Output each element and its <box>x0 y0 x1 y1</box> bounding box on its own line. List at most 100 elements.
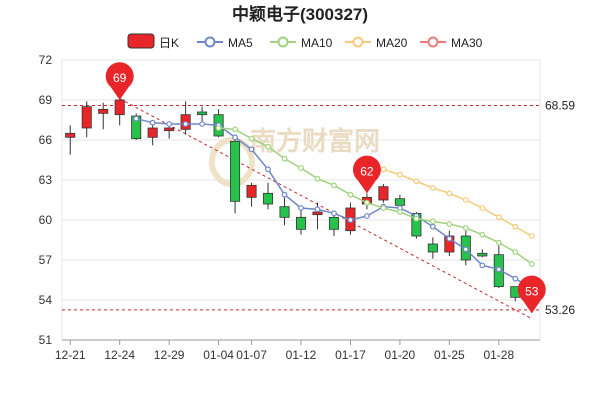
candle <box>493 244 504 288</box>
price-markers: 69 62 53 <box>105 62 546 314</box>
candle <box>279 194 290 226</box>
candle-body <box>328 216 339 230</box>
candle-body <box>81 106 92 129</box>
ma10-point <box>364 199 370 206</box>
x-tick-label: 12-21 <box>55 348 86 362</box>
ma5-point <box>133 115 140 122</box>
price-marker-pin <box>105 62 134 100</box>
candle <box>65 125 76 155</box>
ma10-point <box>314 175 321 182</box>
x-tick-label: 12-24 <box>104 348 135 362</box>
ma20-point <box>479 205 486 211</box>
ma10-point <box>232 126 238 133</box>
y-tick-label: 63 <box>39 173 53 187</box>
y-tick-label: 69 <box>39 93 53 107</box>
x-tick-label: 01-17 <box>335 348 366 362</box>
candle-body <box>147 127 158 138</box>
ma20-point <box>413 178 420 185</box>
y-tick-label: 72 <box>39 53 53 67</box>
ma10-point <box>331 182 337 189</box>
ma20-point <box>380 166 387 173</box>
ma10-series <box>215 125 535 267</box>
ma20-point <box>512 223 519 230</box>
candle <box>180 101 191 135</box>
candle <box>246 182 257 207</box>
ma20-point <box>429 185 436 191</box>
y-tick-label: 60 <box>39 213 53 227</box>
ma20-point <box>462 197 469 203</box>
chart-legend[interactable]: 日K MA5 MA10 MA20 MA30 <box>127 33 483 50</box>
ma5-point <box>479 262 486 269</box>
ma5-point <box>364 213 370 219</box>
legend-swatch-candle <box>127 33 155 49</box>
watermark: 南方财富网 <box>209 126 380 187</box>
candle <box>230 137 241 214</box>
price-marker-pin <box>352 155 381 194</box>
y-tick-label: 51 <box>39 333 53 347</box>
legend-swatch-dot <box>204 36 216 48</box>
ma10-point <box>281 155 288 162</box>
legend-item-ma5[interactable]: MA5 <box>197 36 253 50</box>
legend-item--k[interactable]: 日K <box>127 33 179 50</box>
candle-body <box>312 211 323 216</box>
y-axis: 51 54 57 60 63 66 69 72 <box>39 53 53 347</box>
candle-body <box>263 192 274 205</box>
candle-body <box>295 216 307 230</box>
ma5-point <box>446 235 453 242</box>
ma20-point <box>495 214 502 221</box>
candle <box>98 102 109 130</box>
ma10-line <box>218 127 533 265</box>
ma5-point <box>495 266 502 273</box>
ma10-point <box>265 143 271 150</box>
ma10-point <box>380 205 387 211</box>
candle <box>427 237 438 259</box>
price-marker: 69 <box>105 62 134 100</box>
candle-body <box>246 184 257 198</box>
candle-body <box>98 108 109 114</box>
y-tick-label: 66 <box>39 133 53 147</box>
ma20-line <box>383 168 533 237</box>
x-tick-label: 01-25 <box>434 348 465 362</box>
moving-average-lines <box>133 115 535 291</box>
price-marker-label: 53 <box>525 284 539 298</box>
ma5-point <box>265 166 271 173</box>
candle <box>147 124 158 146</box>
ma10-point <box>429 218 436 225</box>
ma5-point <box>248 146 255 153</box>
candle-body <box>230 140 241 202</box>
y-tick-label: 54 <box>39 293 53 307</box>
ma10-point <box>215 125 222 131</box>
ma10-point <box>528 261 535 267</box>
ma10-point <box>347 191 354 198</box>
ma5-point <box>182 121 189 127</box>
candle-body <box>197 111 208 116</box>
x-axis: 12-21 12-24 12-29 01-04 01-07 01-12 01-17 01-20… <box>55 339 540 362</box>
candle-body <box>65 132 76 138</box>
ma10-point <box>396 209 403 215</box>
legend-item-ma20[interactable]: MA20 <box>345 36 408 50</box>
ma5-point <box>512 275 519 282</box>
ma10-point <box>479 231 486 238</box>
ma20-point <box>396 171 403 178</box>
candle <box>378 184 389 203</box>
x-tick-label: 01-04 <box>203 348 234 362</box>
legend-label: MA30 <box>451 36 483 50</box>
x-tick-label: 01-12 <box>286 348 317 362</box>
ma5-point <box>347 217 354 223</box>
price-marker-label: 62 <box>360 164 374 178</box>
candle-body <box>477 252 488 257</box>
candle <box>263 182 274 210</box>
x-tick-label: 01-07 <box>236 348 267 362</box>
legend-swatch-dot <box>427 36 439 48</box>
x-tick-label: 01-20 <box>385 348 416 362</box>
candle-body <box>114 99 125 116</box>
legend-item-ma30[interactable]: MA30 <box>420 36 483 50</box>
ma5-point <box>462 246 469 253</box>
ma10-point <box>495 239 502 246</box>
ma5-point <box>314 206 321 213</box>
ma10-point <box>446 221 453 227</box>
ma10-point <box>462 225 469 231</box>
legend-item-ma10[interactable]: MA10 <box>270 36 333 50</box>
candle-body <box>394 198 405 206</box>
